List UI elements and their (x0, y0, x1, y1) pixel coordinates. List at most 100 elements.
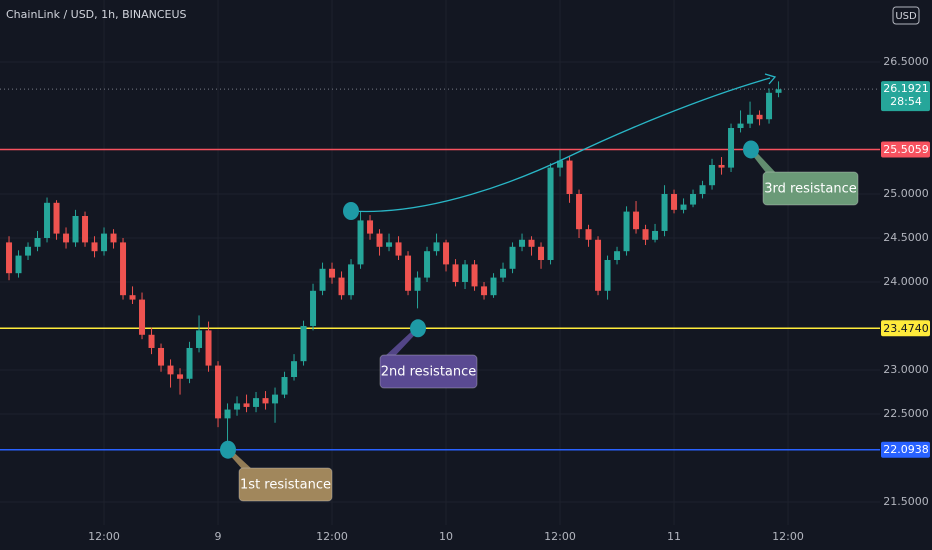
candle-body (82, 216, 89, 243)
price-label: 22.0938 (883, 443, 929, 456)
currency-button[interactable] (892, 6, 920, 25)
candle-body (243, 403, 250, 407)
candle-body (709, 164, 716, 186)
candle-body (367, 220, 374, 234)
candle-body (101, 233, 108, 252)
candle-body (614, 251, 621, 260)
candle-body (718, 164, 725, 168)
anchor-point (410, 319, 426, 338)
candle-body (775, 89, 782, 93)
candle-body (633, 211, 640, 230)
callout-box (238, 467, 333, 502)
y-tick-label: 23.0000 (883, 363, 929, 376)
candle-body (300, 325, 307, 362)
candle-body (338, 277, 345, 296)
candle-body (205, 330, 212, 366)
candle-body (291, 361, 298, 378)
candle-body (158, 347, 165, 366)
candle-body (661, 194, 668, 231)
candle-body (756, 114, 763, 120)
x-tick-label: 11 (667, 530, 681, 543)
candle-body (576, 194, 583, 230)
candle-body (72, 216, 79, 243)
y-tick-label: 22.5000 (883, 407, 929, 420)
candle-body (690, 194, 697, 205)
candle-body (329, 268, 336, 278)
candle-body (34, 237, 41, 247)
last-price-label: 26.1921 (883, 82, 929, 95)
candle-body (471, 264, 478, 287)
candle-body (25, 246, 32, 256)
x-tick-label: 12:00 (316, 530, 348, 543)
x-tick-label: 12:00 (88, 530, 120, 543)
candle-body (319, 268, 326, 291)
candle-body (139, 299, 146, 335)
candle-body (424, 251, 431, 278)
candles (6, 81, 782, 445)
candle-body (509, 246, 516, 269)
candle-body (490, 277, 497, 296)
candle-body (452, 264, 459, 282)
candle-body (262, 398, 269, 404)
anchor-point (220, 440, 236, 459)
candle-body (6, 242, 13, 274)
candle-body (766, 92, 773, 120)
callout-text: 3rd resistance (764, 182, 856, 197)
x-tick-label: 12:00 (772, 530, 804, 543)
candle-body (585, 229, 592, 240)
currency-label[interactable]: USD (895, 11, 917, 22)
y-tick-label: 25.0000 (883, 187, 929, 200)
candle-body (148, 334, 155, 348)
chart-title: ChainLink / USD, 1h, BINANCEUS (6, 8, 187, 21)
candle-body (310, 290, 317, 326)
price-label-box (881, 441, 930, 458)
candle-body (281, 377, 288, 395)
candle-body (604, 259, 611, 291)
candle-body (680, 204, 687, 210)
x-tick-label: 12:00 (544, 530, 576, 543)
candle-body (91, 242, 98, 252)
candle-body (595, 239, 602, 291)
candle-body (528, 239, 535, 247)
candle-body (196, 330, 203, 348)
last-price-box (881, 81, 930, 112)
candle-body (215, 365, 222, 419)
x-tick-label: 10 (439, 530, 453, 543)
callout-box (379, 354, 478, 389)
annotations: 1st resistance 2nd resistance 3rd resistan… (220, 140, 859, 502)
axes: 21.5000 22.5000 23.0000 24.0000 24.5000 25.00… (88, 55, 930, 543)
candle-body (357, 220, 364, 265)
anchor-point (743, 140, 759, 159)
callout-text: 2nd resistance (381, 365, 477, 380)
candle-body (538, 246, 545, 260)
candle-body (186, 347, 193, 379)
candle-body (443, 242, 450, 265)
candle-body (120, 242, 127, 296)
candle-body (414, 277, 421, 291)
candle-body (15, 255, 22, 274)
callout-text: 1st resistance (240, 478, 331, 493)
x-tick-label: 9 (215, 530, 222, 543)
trend-curve (350, 77, 771, 213)
curve-arrowhead (764, 73, 777, 85)
callout-box (762, 171, 859, 206)
y-tick-label: 24.0000 (883, 275, 929, 288)
candle-body (737, 123, 744, 129)
candle-body (234, 403, 241, 410)
candle-body (481, 286, 488, 296)
candle-body (44, 202, 51, 238)
price-label: 23.4740 (883, 322, 929, 335)
drawings (343, 73, 777, 220)
candle-body (348, 264, 355, 296)
candle-body (652, 230, 659, 240)
callout-pointer (384, 328, 421, 357)
candle-body (566, 160, 573, 195)
candle-body (224, 409, 231, 419)
price-label: 25.5059 (883, 143, 929, 156)
candle-body (642, 229, 649, 240)
candle-body (376, 233, 383, 247)
candle-body (395, 242, 402, 256)
candle-body (519, 239, 526, 247)
